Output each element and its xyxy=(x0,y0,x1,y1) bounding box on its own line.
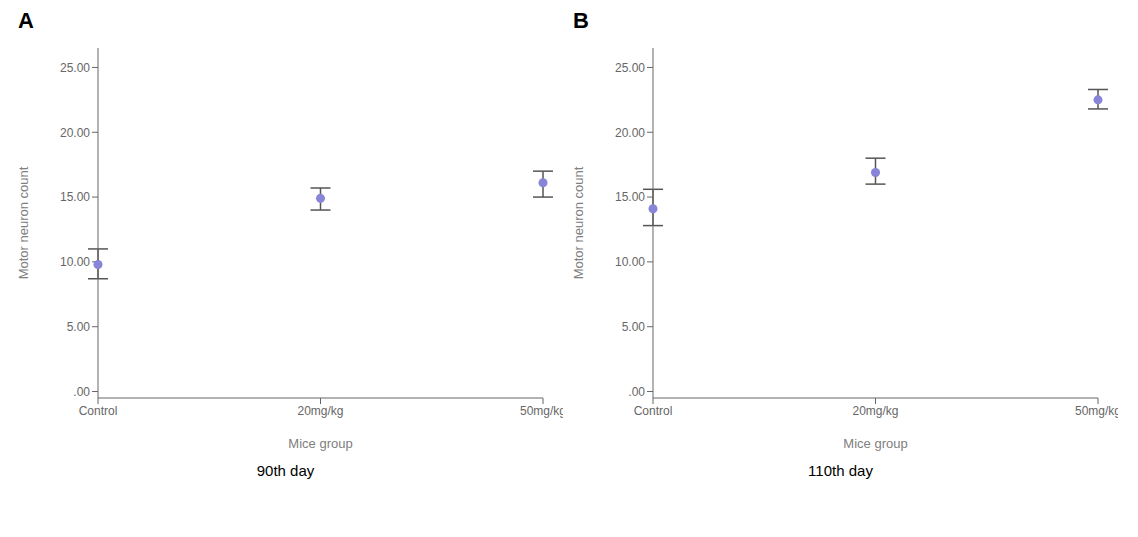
svg-text:20mg/kg: 20mg/kg xyxy=(852,404,898,418)
html-text:90th day: 90th day xyxy=(256,462,315,479)
html-text:B: B xyxy=(573,8,589,33)
svg-text:Motor neuron count: Motor neuron count xyxy=(16,166,31,279)
svg-text:25.00: 25.00 xyxy=(615,61,645,75)
svg-text:50mg/kg: 50mg/kg xyxy=(1075,404,1118,418)
svg-text:15.00: 15.00 xyxy=(615,190,645,204)
svg-text:50mg/kg: 50mg/kg xyxy=(520,404,563,418)
svg-text:20.00: 20.00 xyxy=(615,126,645,140)
html-text:A: A xyxy=(18,8,34,33)
svg-text:10.00: 10.00 xyxy=(615,255,645,269)
svg-text:5.00: 5.00 xyxy=(622,320,646,334)
svg-text:Control: Control xyxy=(634,404,673,418)
svg-text:Motor neuron count: Motor neuron count xyxy=(571,166,586,279)
svg-text:.00: .00 xyxy=(73,385,90,399)
svg-text:Mice group: Mice group xyxy=(288,436,352,451)
html-text:110th day: 110th day xyxy=(808,462,873,479)
svg-text:Control: Control xyxy=(79,404,118,418)
svg-text:25.00: 25.00 xyxy=(60,61,90,75)
svg-text:Mice group: Mice group xyxy=(843,436,907,451)
svg-text:10.00: 10.00 xyxy=(60,255,90,269)
svg-text:.00: .00 xyxy=(628,385,645,399)
svg-text:15.00: 15.00 xyxy=(60,190,90,204)
svg-text:5.00: 5.00 xyxy=(67,320,91,334)
svg-text:20.00: 20.00 xyxy=(60,126,90,140)
svg-text:20mg/kg: 20mg/kg xyxy=(297,404,343,418)
